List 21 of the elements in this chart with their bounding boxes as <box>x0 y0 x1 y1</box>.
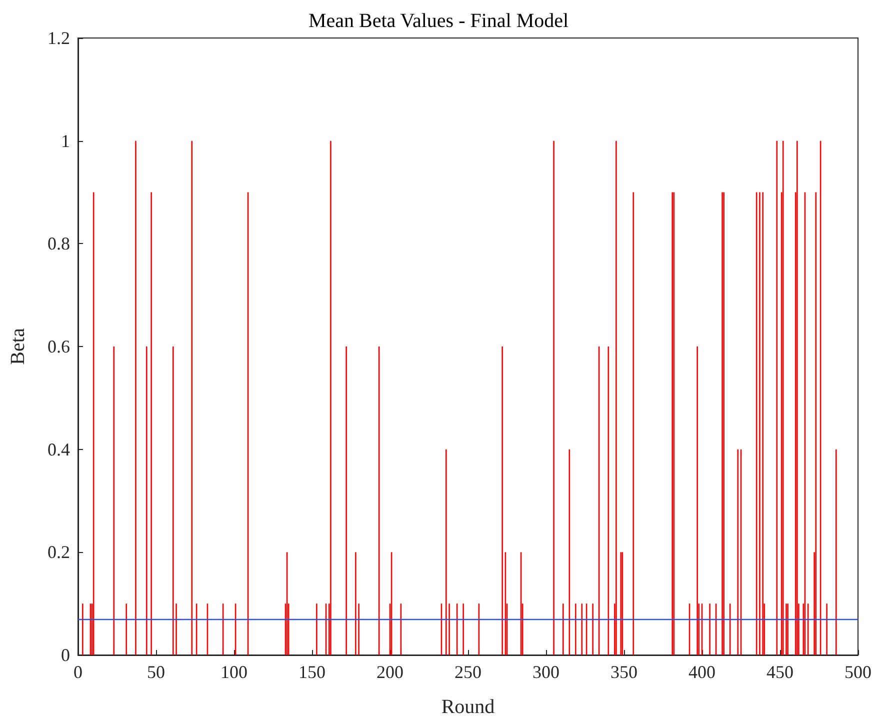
x-tick-label: 350 <box>610 662 638 682</box>
x-tick-label: 100 <box>220 662 248 682</box>
y-tick-label: 0.4 <box>48 439 70 460</box>
y-axis-title: Beta <box>7 328 29 365</box>
x-tick-label: 200 <box>376 662 404 682</box>
y-tick-label: 1.2 <box>48 28 70 48</box>
x-axis-title: Round <box>441 696 495 718</box>
y-tick-label: 1 <box>61 130 70 151</box>
y-tick-label: 0.8 <box>48 234 70 254</box>
x-tick-label: 250 <box>454 662 482 682</box>
x-tick-label: 500 <box>844 662 872 682</box>
x-tick-label: 150 <box>298 662 326 682</box>
y-tick-label: 0 <box>61 645 70 665</box>
x-tick-label: 400 <box>688 662 716 682</box>
y-tick-label: 0.6 <box>48 336 70 356</box>
x-tick-label: 50 <box>147 662 165 682</box>
x-tick-label: 300 <box>532 662 560 682</box>
x-tick-label: 0 <box>74 662 82 682</box>
y-tick-label: 0.2 <box>48 542 70 562</box>
chart-title: Mean Beta Values - Final Model <box>308 10 570 32</box>
x-tick-label: 450 <box>766 662 794 682</box>
